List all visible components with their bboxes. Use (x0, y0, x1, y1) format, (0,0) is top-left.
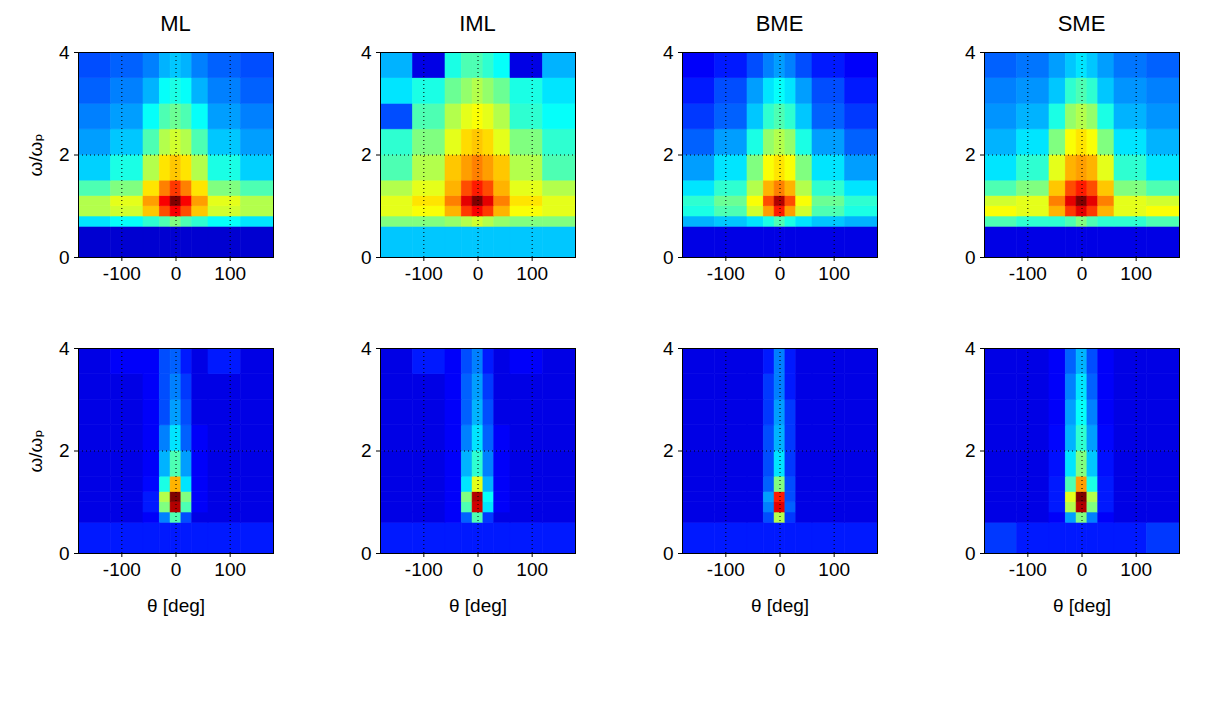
svg-text:0: 0 (361, 543, 372, 564)
svg-text:θ [deg]: θ [deg] (449, 595, 507, 616)
svg-text:100: 100 (1120, 559, 1152, 580)
svg-text:0: 0 (473, 263, 484, 284)
html-text:ML: ML (160, 11, 191, 36)
svg-text:-100: -100 (405, 559, 443, 580)
svg-text:0: 0 (59, 543, 70, 564)
svg-text:0: 0 (171, 559, 182, 580)
svg-text:100: 100 (516, 263, 548, 284)
svg-text:0: 0 (663, 247, 674, 268)
html-text:IML: IML (459, 11, 496, 36)
svg-text:θ [deg]: θ [deg] (147, 595, 205, 616)
svg-text:-100: -100 (707, 263, 745, 284)
svg-text:100: 100 (1120, 263, 1152, 284)
svg-text:4: 4 (59, 338, 70, 359)
svg-text:0: 0 (361, 247, 372, 268)
svg-text:0: 0 (965, 247, 976, 268)
svg-text:0: 0 (663, 543, 674, 564)
svg-text:θ [deg]: θ [deg] (751, 595, 809, 616)
svg-text:ω/ωₚ: ω/ωₚ (25, 429, 46, 472)
svg-text:100: 100 (214, 559, 246, 580)
svg-text:θ [deg]: θ [deg] (1053, 595, 1111, 616)
svg-text:4: 4 (361, 338, 372, 359)
svg-text:2: 2 (663, 144, 674, 165)
svg-text:0: 0 (171, 263, 182, 284)
svg-text:4: 4 (663, 42, 674, 63)
svg-text:0: 0 (775, 559, 786, 580)
svg-text:0: 0 (965, 543, 976, 564)
svg-text:4: 4 (663, 338, 674, 359)
svg-text:0: 0 (1077, 559, 1088, 580)
svg-text:-100: -100 (1009, 263, 1047, 284)
svg-text:100: 100 (818, 263, 850, 284)
svg-text:-100: -100 (405, 263, 443, 284)
svg-text:4: 4 (361, 42, 372, 63)
svg-text:0: 0 (59, 247, 70, 268)
svg-text:100: 100 (214, 263, 246, 284)
svg-text:0: 0 (473, 559, 484, 580)
svg-text:-100: -100 (707, 559, 745, 580)
svg-text:100: 100 (516, 559, 548, 580)
svg-text:-100: -100 (1009, 559, 1047, 580)
svg-text:2: 2 (361, 144, 372, 165)
html-text:BME: BME (755, 11, 804, 36)
svg-text:4: 4 (965, 338, 976, 359)
svg-text:ω/ωₚ: ω/ωₚ (25, 133, 46, 176)
svg-text:4: 4 (965, 42, 976, 63)
svg-text:-100: -100 (103, 559, 141, 580)
svg-text:2: 2 (59, 440, 70, 461)
svg-text:2: 2 (663, 440, 674, 461)
svg-text:0: 0 (1077, 263, 1088, 284)
svg-text:2: 2 (965, 144, 976, 165)
svg-text:2: 2 (59, 144, 70, 165)
svg-text:0: 0 (775, 263, 786, 284)
svg-text:2: 2 (965, 440, 976, 461)
svg-text:4: 4 (59, 42, 70, 63)
svg-text:-100: -100 (103, 263, 141, 284)
svg-text:100: 100 (818, 559, 850, 580)
svg-text:2: 2 (361, 440, 372, 461)
html-text:SME: SME (1057, 11, 1106, 36)
